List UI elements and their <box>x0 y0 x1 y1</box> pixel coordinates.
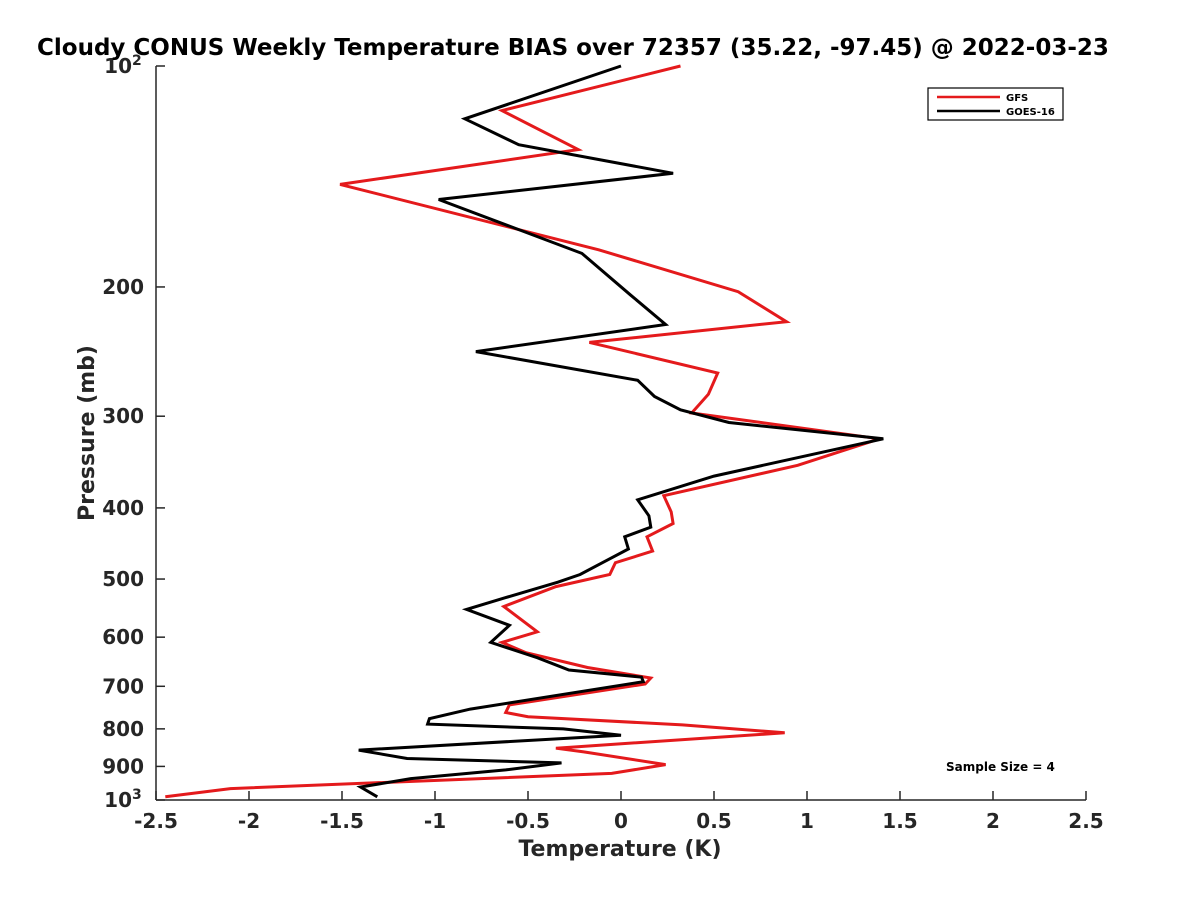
x-tick-label: 0 <box>614 809 628 833</box>
y-tick-label: 10 <box>104 54 132 78</box>
plot-lines <box>165 64 884 799</box>
y-tick-label: 200 <box>102 275 144 299</box>
x-axis: -2.5 -2 -1.5 -1 -0.5 0 0.5 1 1.5 2 2.5 <box>134 791 1104 833</box>
legend-label-goes-16: GOES-16 <box>1006 107 1055 118</box>
chart-title: Cloudy CONUS Weekly Temperature BIAS ove… <box>37 35 1109 61</box>
y-tick-label: 700 <box>102 674 144 698</box>
y-axis-label: Pressure (mb) <box>75 345 100 521</box>
plot-area <box>156 66 1086 800</box>
series-line-goes-16 <box>356 64 884 799</box>
x-tick-label: 0.5 <box>696 809 731 833</box>
x-tick-label: -1.5 <box>320 809 364 833</box>
x-tick-label: -2 <box>238 809 260 833</box>
y-tick-label: 300 <box>102 404 144 428</box>
x-tick-label: 1.5 <box>882 809 917 833</box>
x-tick-label: -1 <box>424 809 446 833</box>
y-tick-label: 900 <box>102 754 144 778</box>
y-tick-exponent: 3 <box>132 787 142 803</box>
y-tick-exponent: 2 <box>132 53 142 69</box>
y-tick-label: 10 <box>104 788 132 812</box>
x-tick-label: 1 <box>800 809 814 833</box>
legend-label-gfs: GFS <box>1006 93 1028 104</box>
x-tick-label: -2.5 <box>134 809 178 833</box>
y-tick-label: 800 <box>102 717 144 741</box>
y-tick-label: 500 <box>102 567 144 591</box>
y-tick-label: 400 <box>102 496 144 520</box>
legend-box <box>927 87 1064 121</box>
legend: GFS GOES-16 <box>927 87 1064 121</box>
x-tick-label: 2.5 <box>1068 809 1103 833</box>
series-line-gfs <box>165 64 880 799</box>
sample-size-annotation: Sample Size = 4 <box>946 760 1055 774</box>
y-tick-label: 600 <box>102 625 144 649</box>
x-tick-label: -0.5 <box>506 809 550 833</box>
x-tick-label: 2 <box>986 809 1000 833</box>
x-axis-label: Temperature (K) <box>518 837 721 862</box>
